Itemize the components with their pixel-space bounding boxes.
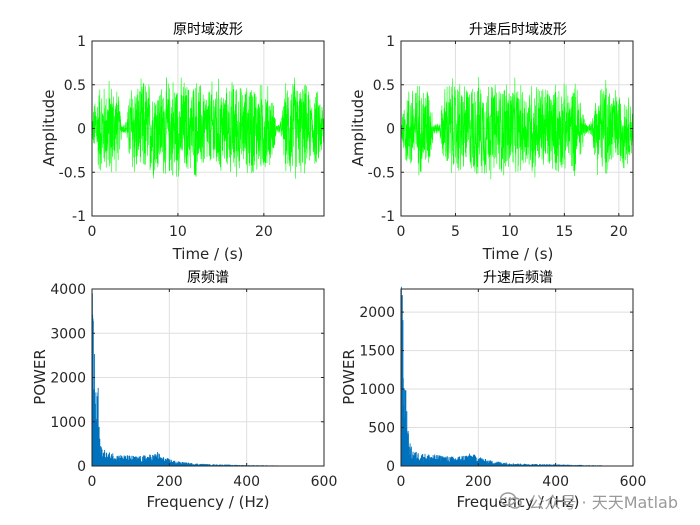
x-tick-label: 200 — [465, 474, 492, 490]
y-tick-label: -0.5 — [59, 165, 86, 181]
x-tick-label: 20 — [610, 224, 628, 240]
y-tick-label: -0.5 — [368, 165, 395, 181]
y-tick-label: 0.5 — [64, 78, 86, 94]
ylabel-spectrum-sped-up: POWER — [340, 349, 358, 405]
axes-time-original: 原时域波形 Time / (s) Amplitude 0 10 20-1-0.500… — [40, 22, 325, 263]
x-tick-label: 400 — [542, 474, 569, 490]
axes-spectrum-original: 原频谱 Frequency / (Hz) POWER 0 200 400 600 0 10… — [31, 270, 337, 511]
ylabel-time-original: Amplitude — [40, 90, 58, 167]
y-tick-label: 0 — [77, 122, 86, 138]
xlabel-time-original: Time / (s) — [172, 245, 244, 263]
y-tick-label: 1 — [77, 34, 86, 50]
x-tick-label: 0 — [88, 224, 97, 240]
ylabel-spectrum-original: POWER — [31, 349, 49, 405]
wechat-icon — [500, 492, 523, 509]
axes-box — [400, 288, 634, 467]
y-tick-label: 1 — [386, 34, 395, 50]
x-tick-label: 200 — [156, 474, 183, 490]
y-tick-label: 2000 — [359, 305, 395, 321]
y-tick-label: 4000 — [50, 282, 86, 298]
y-tick-label: 0 — [386, 122, 395, 138]
x-tick-label: 0 — [88, 474, 97, 490]
y-tick-label: 0.5 — [373, 78, 395, 94]
y-tick-label: 1500 — [359, 344, 395, 360]
series-line — [400, 76, 634, 180]
x-tick-label: 10 — [501, 224, 519, 240]
x-tick-label: 600 — [311, 474, 338, 490]
watermark-text: 公众号 · 天天Matlab — [528, 493, 678, 512]
y-tick-label: 3000 — [50, 326, 86, 342]
xlabel-spectrum-original: Frequency / (Hz) — [147, 493, 270, 511]
y-tick-label: -1 — [381, 209, 395, 225]
xlabel-spectrum-sped-up: Frequency / (Hz) — [457, 493, 580, 511]
ylabel-time-sped-up: Amplitude — [349, 90, 367, 167]
axes-spectrum-sped-up: 升速后频谱 Frequency / (Hz) POWER 0 200 400 6000… — [340, 270, 646, 511]
axes-time-sped-up: 升速后时域波形 Time / (s) Amplitude 0 5 10 15 20-1-… — [349, 22, 634, 263]
title-spectrum-sped-up: 升速后频谱 — [483, 270, 553, 286]
x-tick-label: 10 — [169, 224, 187, 240]
title-time-sped-up: 升速后时域波形 — [469, 22, 567, 38]
y-tick-label: 0 — [77, 459, 86, 475]
xlabel-time-sped-up: Time / (s) — [482, 245, 554, 263]
title-time-original: 原时域波形 — [173, 22, 243, 38]
x-tick-label: 0 — [397, 474, 406, 490]
x-tick-label: 400 — [233, 474, 260, 490]
y-tick-label: 1000 — [50, 415, 86, 431]
y-tick-label: 0 — [386, 459, 395, 475]
y-tick-label: 2000 — [50, 371, 86, 387]
title-spectrum-original: 原频谱 — [187, 270, 229, 286]
watermark: 公众号 · 天天Matlab — [500, 489, 678, 513]
series-line — [91, 77, 325, 179]
x-tick-label: 600 — [620, 474, 647, 490]
x-tick-label: 0 — [397, 224, 406, 240]
x-tick-label: 20 — [255, 224, 273, 240]
y-tick-label: 500 — [368, 421, 395, 437]
plot-area-time-original: 0 10 20 -1 -0.5 0 0.5 1 — [59, 34, 325, 240]
y-tick-label: -1 — [72, 209, 86, 225]
plot-area-spectrum-sped-up: 0 200 400 600 0 500 1000 1500 2000 — [359, 286, 647, 490]
x-tick-label: 5 — [451, 224, 460, 240]
plot-area-spectrum-original: 0 200 400 600 0 1000 2000 3000 4000 — [50, 282, 337, 490]
x-tick-label: 15 — [555, 224, 573, 240]
plot-area-time-sped-up: 0 5 10 15 20 -1 -0.5 0 0.5 1 — [368, 34, 634, 240]
plot-background — [401, 289, 633, 466]
y-tick-label: 1000 — [359, 382, 395, 398]
